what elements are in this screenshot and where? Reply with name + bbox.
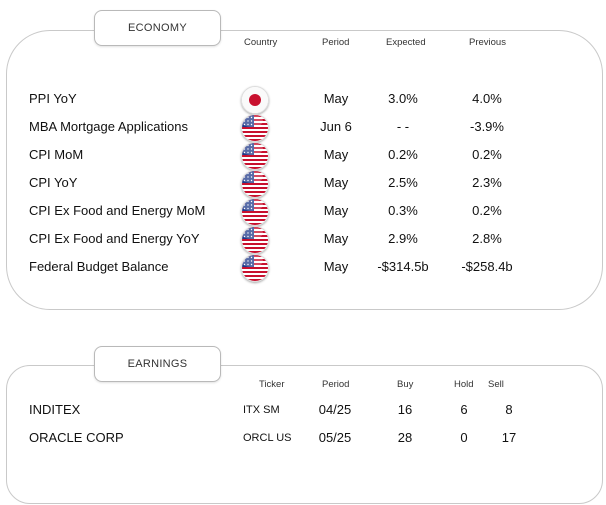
us-flag-icon: [241, 170, 269, 198]
economy-row-previous: 0.2%: [472, 203, 502, 218]
economy-row-period: May: [323, 91, 349, 106]
header-earn-period: Period: [322, 379, 350, 390]
economy-tab[interactable]: ECONOMY: [94, 10, 221, 46]
earnings-tab-label: EARNINGS: [127, 358, 188, 370]
economy-row-previous: -$258.4b: [461, 259, 513, 274]
header-buy: Buy: [397, 379, 414, 390]
earnings-tab[interactable]: EARNINGS: [94, 346, 221, 382]
economy-row-expected: 0.3%: [388, 203, 418, 218]
earnings-row-ticker: ITX SM: [243, 404, 280, 416]
economy-row-previous: 2.3%: [472, 175, 502, 190]
economy-row-period: Jun 6: [320, 119, 352, 134]
economy-row-period: May: [323, 231, 349, 246]
earnings-panel: [6, 365, 603, 504]
economy-row-previous: 4.0%: [472, 91, 502, 106]
us-flag-icon: [241, 198, 269, 226]
earnings-row-sell: 17: [501, 430, 517, 445]
economy-row-name: CPI YoY: [29, 175, 78, 190]
earnings-row-name: ORACLE CORP: [29, 430, 124, 445]
economy-row-name: CPI MoM: [29, 147, 84, 162]
header-hold: Hold: [454, 379, 474, 390]
economy-row-period: May: [323, 175, 349, 190]
economy-row-previous: -3.9%: [470, 119, 504, 134]
header-sell: Sell: [488, 379, 504, 390]
economy-row-expected: 2.9%: [388, 231, 418, 246]
economy-tab-label: ECONOMY: [128, 22, 187, 34]
header-country: Country: [244, 37, 278, 48]
economy-row-period: May: [323, 259, 349, 274]
economy-row-name: Federal Budget Balance: [29, 259, 169, 274]
header-expected: Expected: [386, 37, 426, 48]
us-flag-icon: [241, 142, 269, 170]
us-flag-icon: [241, 114, 269, 142]
economy-row-previous: 2.8%: [472, 231, 502, 246]
earnings-row-hold: 6: [460, 402, 468, 417]
earnings-row-name: INDITEX: [29, 402, 81, 417]
header-period: Period: [322, 37, 350, 48]
us-flag-icon: [241, 254, 269, 282]
earnings-row-sell: 8: [505, 402, 513, 417]
economy-panel: [6, 30, 603, 310]
earnings-row-period: 05/25: [318, 430, 352, 445]
header-previous: Previous: [469, 37, 506, 48]
economy-row-name: MBA Mortgage Applications: [29, 119, 188, 134]
economy-row-name: CPI Ex Food and Energy MoM: [29, 203, 206, 218]
economy-row-expected: 3.0%: [388, 91, 418, 106]
earnings-row-period: 04/25: [318, 402, 352, 417]
earnings-row-buy: 16: [397, 402, 413, 417]
economy-row-expected: -$314.5b: [377, 259, 429, 274]
economy-row-previous: 0.2%: [472, 147, 502, 162]
earnings-row-buy: 28: [397, 430, 413, 445]
earnings-row-ticker: ORCL US: [243, 432, 292, 444]
earnings-row-hold: 0: [460, 430, 468, 445]
economy-row-expected: - -: [396, 119, 410, 134]
economy-row-period: May: [323, 203, 349, 218]
economy-row-name: CPI Ex Food and Energy YoY: [29, 231, 200, 246]
jp-flag-icon: [241, 86, 269, 114]
header-ticker: Ticker: [259, 379, 285, 390]
economy-row-expected: 0.2%: [388, 147, 418, 162]
economy-row-expected: 2.5%: [388, 175, 418, 190]
us-flag-icon: [241, 226, 269, 254]
economy-row-name: PPI YoY: [29, 91, 77, 106]
economy-row-period: May: [323, 147, 349, 162]
